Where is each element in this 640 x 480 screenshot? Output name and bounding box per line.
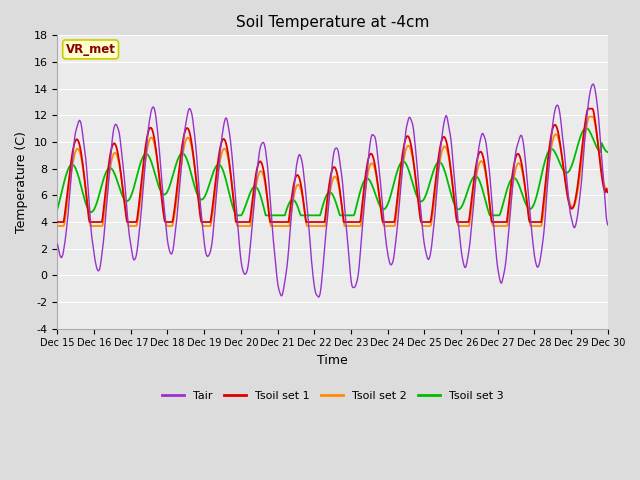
Title: Soil Temperature at -4cm: Soil Temperature at -4cm bbox=[236, 15, 429, 30]
X-axis label: Time: Time bbox=[317, 354, 348, 367]
Legend: Tair, Tsoil set 1, Tsoil set 2, Tsoil set 3: Tair, Tsoil set 1, Tsoil set 2, Tsoil se… bbox=[157, 386, 508, 405]
Text: VR_met: VR_met bbox=[66, 43, 116, 56]
Y-axis label: Temperature (C): Temperature (C) bbox=[15, 131, 28, 233]
